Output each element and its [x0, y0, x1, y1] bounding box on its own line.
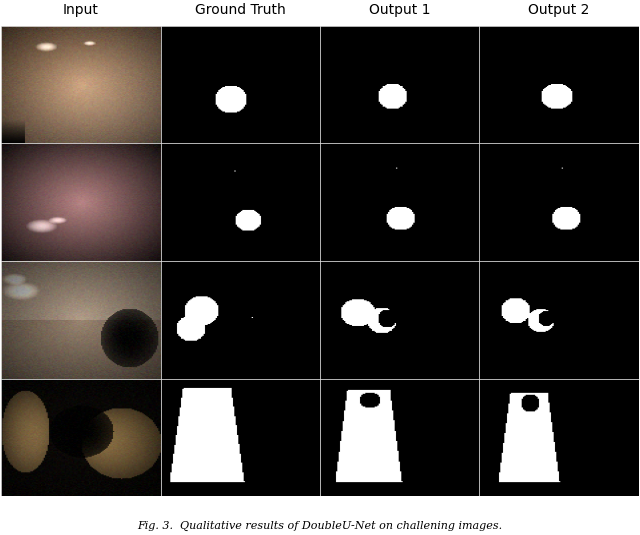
- Text: Ground Truth: Ground Truth: [195, 3, 285, 17]
- Text: Input: Input: [63, 3, 99, 17]
- Text: Fig. 3.  Qualitative results of DoubleU-Net on challening images.: Fig. 3. Qualitative results of DoubleU-N…: [138, 521, 502, 531]
- Text: Output 2: Output 2: [529, 3, 589, 17]
- Text: Output 1: Output 1: [369, 3, 431, 17]
